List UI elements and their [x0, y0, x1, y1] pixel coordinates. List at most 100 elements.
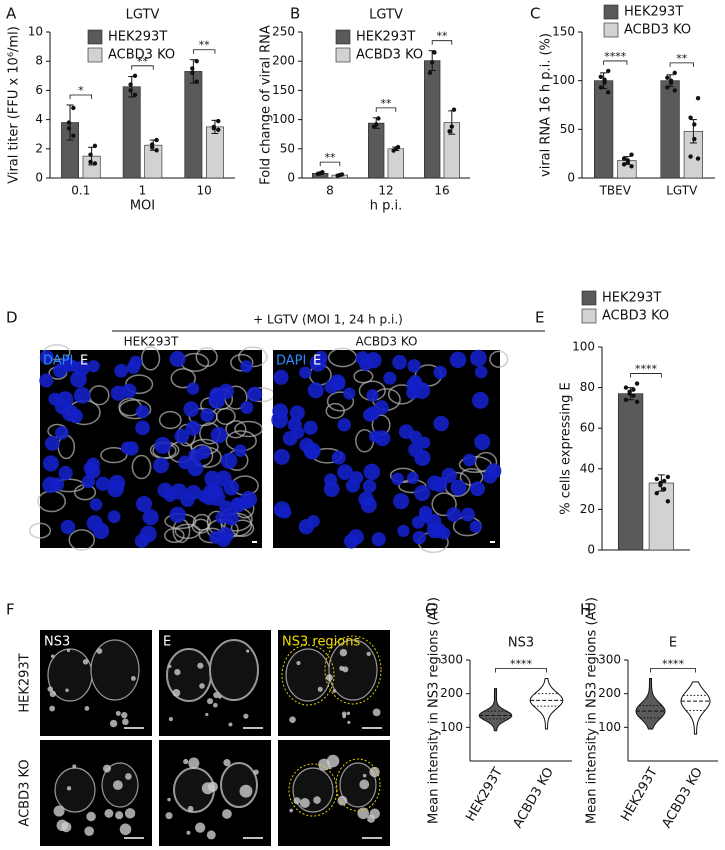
bracket — [431, 40, 453, 45]
cytoplasm-signal — [191, 518, 210, 534]
signal-spot — [119, 823, 132, 836]
nucleus — [323, 481, 340, 498]
signal-spot — [186, 830, 191, 835]
nucleus — [411, 515, 425, 529]
channel-label: DAPI — [276, 354, 306, 369]
data-point — [376, 116, 381, 121]
cytoplasm-signal — [238, 346, 268, 368]
cytoplasm-signal — [195, 347, 218, 368]
legend-label: ACBD3 KO — [624, 23, 691, 38]
panel-label: F — [6, 601, 15, 619]
channel-label: E — [80, 354, 88, 369]
nucleus — [273, 369, 289, 385]
data-point — [92, 161, 98, 166]
y-tick-label: 40 — [580, 461, 595, 475]
x-tick-label: 12 — [378, 184, 393, 198]
y-tick-label: 250 — [272, 25, 295, 39]
nucleus — [366, 389, 379, 402]
data-point — [661, 486, 667, 492]
y-tick-label: 50 — [560, 122, 575, 136]
cytoplasm-signal — [230, 519, 255, 537]
data-point — [71, 133, 76, 138]
panel-label: B — [290, 5, 300, 23]
bracket — [192, 49, 216, 54]
violin — [478, 688, 513, 732]
nucleus — [412, 530, 427, 545]
significance-bracket: ** — [375, 97, 397, 112]
significance-bracket: **** — [630, 363, 662, 378]
nucleus — [343, 387, 356, 400]
y-tick-label: 20 — [580, 502, 595, 516]
column-label: ACBD3 KO — [356, 335, 418, 349]
data-point — [216, 118, 221, 124]
signal-spot — [82, 659, 89, 665]
nucleus — [273, 448, 290, 465]
chart-title: LGTV — [369, 8, 403, 23]
data-point — [216, 127, 221, 133]
legend-swatch — [87, 29, 103, 45]
significance-label: **** — [510, 658, 533, 671]
x-tick-label: 8 — [326, 184, 334, 198]
signal-spot — [372, 708, 381, 717]
nucleus — [246, 386, 263, 402]
microscopy — [28, 344, 509, 846]
channel-label: E — [313, 354, 321, 369]
nucleus — [87, 360, 100, 373]
ns3-region — [288, 763, 338, 817]
data-point — [211, 126, 217, 131]
nucleus — [209, 387, 225, 402]
nucleus — [135, 495, 153, 513]
bar — [594, 80, 614, 179]
significance-bracket: * — [69, 84, 93, 99]
nucleus — [398, 424, 414, 440]
y-tick-label: 2 — [35, 141, 43, 155]
nucleus — [53, 363, 67, 378]
significance-bracket: **** — [495, 658, 547, 673]
signal-spot — [342, 714, 346, 719]
nucleus — [427, 475, 443, 491]
nucleus — [383, 371, 397, 385]
nucleus — [282, 430, 298, 446]
y-tick-label: 10 — [28, 25, 43, 39]
legend-label: HEK293T — [356, 30, 415, 45]
nucleus — [303, 420, 318, 435]
nucleus — [363, 463, 381, 481]
nucleus — [187, 460, 204, 477]
signal-spot — [243, 713, 249, 719]
nucleus — [446, 507, 462, 522]
data-point — [665, 474, 671, 480]
nucleus — [92, 522, 110, 540]
y-tick-label: 300 — [598, 653, 621, 667]
signal-spot — [362, 773, 367, 778]
violin — [635, 678, 666, 730]
nucleus — [185, 420, 201, 436]
cell-outline — [209, 639, 259, 701]
x-axis-label: MOI — [130, 199, 155, 214]
data-point — [371, 124, 377, 129]
signal-spot — [212, 702, 218, 708]
bracket — [69, 94, 93, 99]
data-point — [194, 59, 199, 64]
signal-spot — [49, 705, 56, 712]
nucleus — [200, 408, 215, 423]
y-tick-label: 0 — [567, 171, 575, 185]
nucleus — [441, 467, 457, 484]
data-point — [149, 145, 155, 150]
nucleus — [183, 401, 199, 417]
bar — [387, 148, 404, 179]
signal-spot — [125, 773, 132, 780]
data-point — [132, 73, 138, 79]
y-tick-label: 6 — [35, 83, 43, 97]
significance-bracket: **** — [650, 658, 696, 673]
nucleus — [360, 496, 377, 514]
bar — [206, 126, 224, 179]
nucleus — [50, 477, 65, 492]
column-label: NS3 regions — [282, 635, 360, 650]
chart-title: E — [669, 636, 677, 651]
cell-outline — [285, 648, 331, 702]
signal-spot — [228, 722, 233, 727]
data-point — [432, 50, 437, 55]
cytoplasm-signal — [234, 420, 264, 438]
nucleus — [163, 489, 177, 503]
signal-spot — [197, 662, 204, 669]
